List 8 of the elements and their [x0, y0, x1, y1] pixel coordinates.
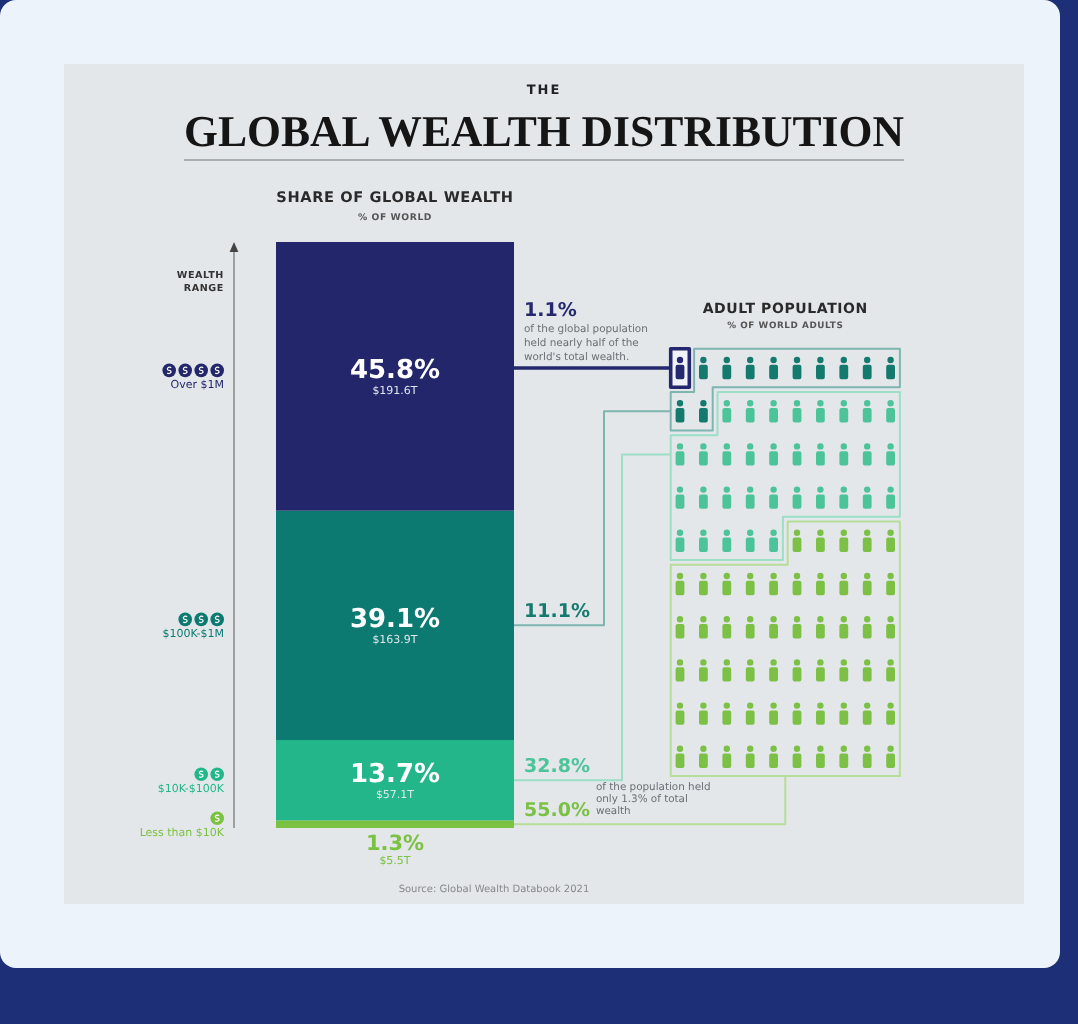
bar	[276, 510, 514, 741]
data-label: 32.8%	[524, 756, 591, 779]
data-label: 55.0%	[524, 800, 591, 823]
data-label: 11.1%	[524, 601, 591, 624]
bar	[276, 242, 514, 511]
data-label: 1.1%	[524, 300, 578, 322]
bar	[276, 820, 514, 828]
bar	[276, 740, 514, 821]
